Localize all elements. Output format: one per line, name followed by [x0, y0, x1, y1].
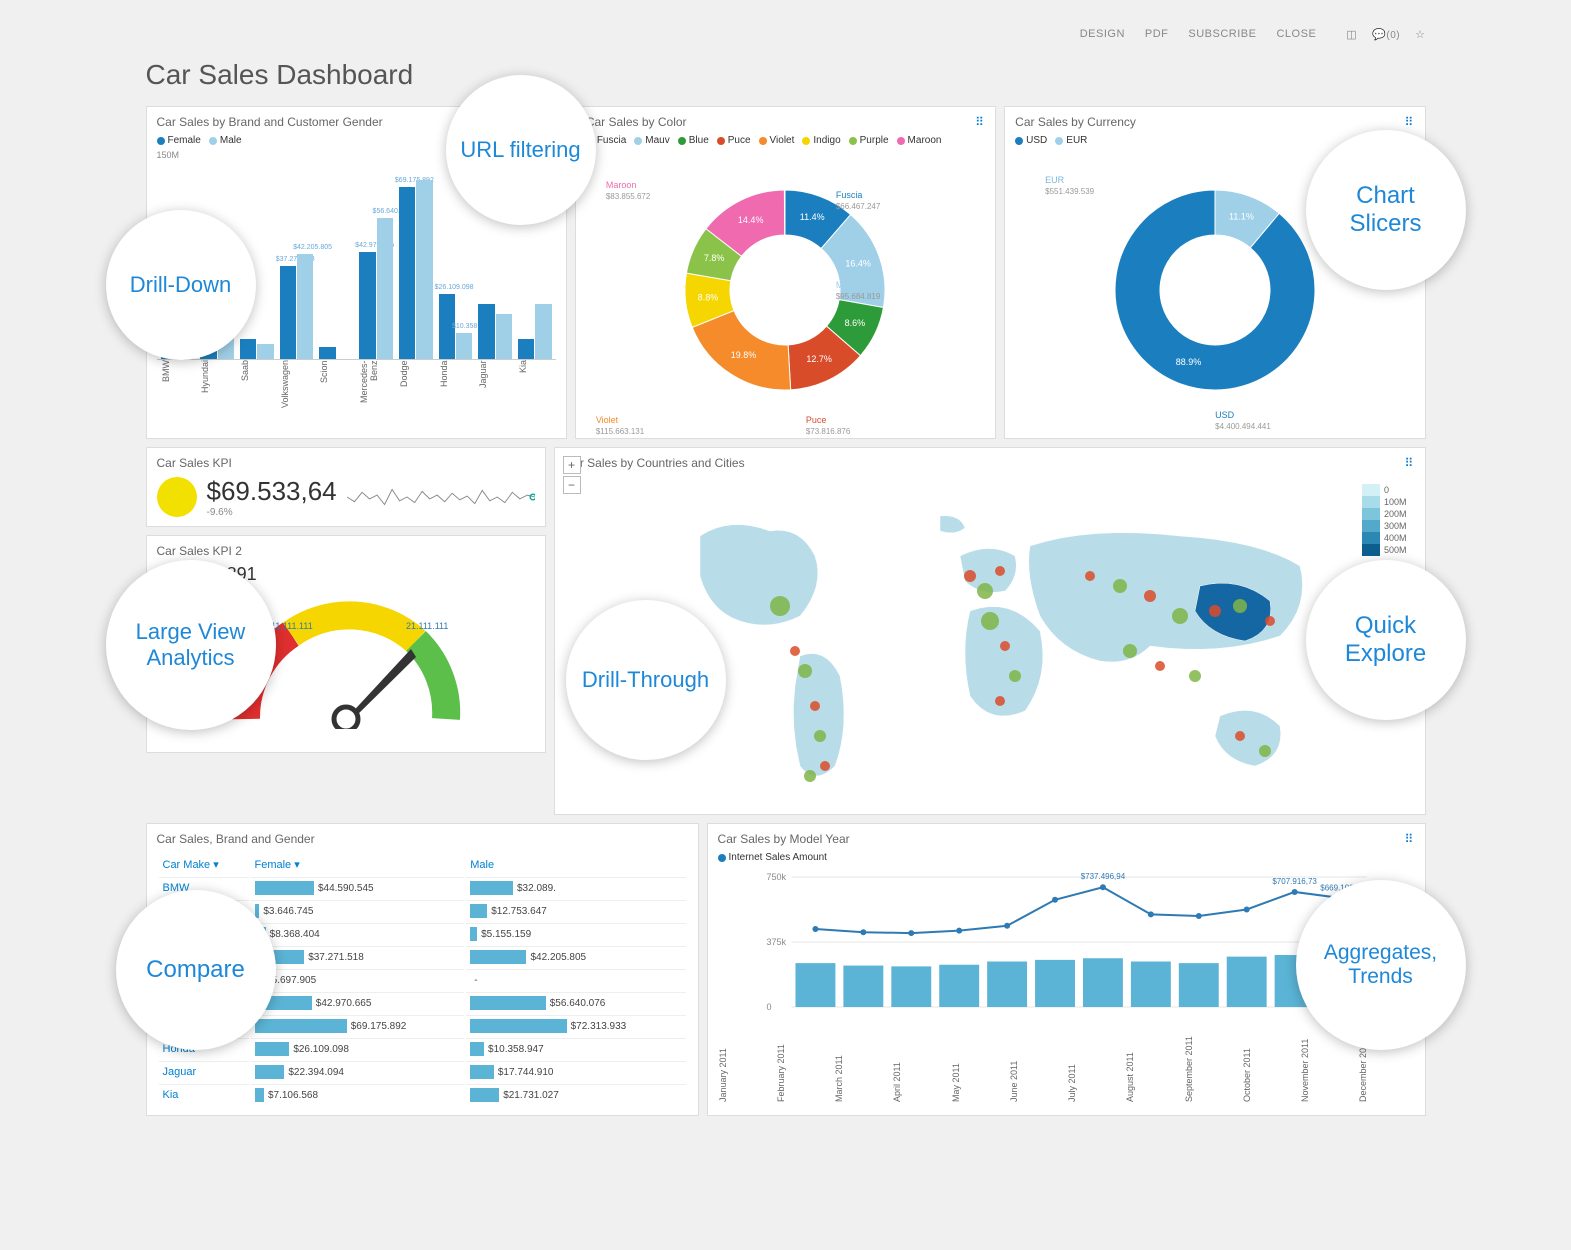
svg-text:$707.916,73: $707.916,73	[1272, 877, 1317, 886]
callout-drill-down: Drill-Down	[106, 210, 256, 360]
kpi1-delta: -9.6%	[207, 507, 337, 518]
design-link[interactable]: DESIGN	[1080, 28, 1125, 41]
zoom-out-button[interactable]: −	[563, 476, 581, 494]
donut-color-panel: Car Sales by Color FusciaMauvBluePuceVio…	[575, 106, 996, 439]
comment-icon[interactable]: 💬(0)	[1372, 28, 1400, 41]
star-icon[interactable]: ☆	[1415, 28, 1425, 41]
callout-url-filtering: URL filtering	[446, 75, 596, 225]
pdf-link[interactable]: PDF	[1145, 28, 1169, 41]
callout-drill-through: Drill-Through	[566, 600, 726, 760]
page-title: Car Sales Dashboard	[146, 59, 1426, 91]
table-col-male[interactable]: Male	[466, 854, 685, 875]
subscribe-link[interactable]: SUBSCRIBE	[1188, 28, 1256, 41]
svg-text:14.4%: 14.4%	[738, 215, 764, 225]
callout-aggregates: Aggregates, Trends	[1296, 880, 1466, 1050]
svg-text:11.1%: 11.1%	[1229, 212, 1254, 222]
close-link[interactable]: CLOSE	[1276, 28, 1316, 41]
callout-chart-slicers: Chart Slicers	[1306, 130, 1466, 290]
callout-large-view: Large View Analytics	[106, 560, 276, 730]
zoom-in-button[interactable]: +	[563, 456, 581, 474]
table-col-make[interactable]: Car Make ▾	[159, 854, 249, 875]
kpi1-sparkline	[347, 477, 535, 517]
callout-quick-explore: Quick Explore	[1306, 560, 1466, 720]
callout-compare: Compare	[116, 890, 276, 1050]
table-row[interactable]: Kia $7.106.568 $21.731.027	[159, 1084, 686, 1105]
svg-text:7.8%: 7.8%	[704, 253, 725, 263]
kpi1-indicator	[157, 477, 197, 517]
donut-currency-title: Car Sales by Currency	[1015, 115, 1414, 129]
svg-text:8.6%: 8.6%	[845, 318, 866, 328]
kpi1-title: Car Sales KPI	[157, 456, 535, 470]
panel-menu-icon[interactable]	[975, 113, 987, 125]
table-title: Car Sales, Brand and Gender	[157, 832, 688, 846]
layers-icon[interactable]: ◫	[1346, 28, 1357, 41]
toolbar: DESIGN PDF SUBSCRIBE CLOSE ◫ 💬(0) ☆	[146, 20, 1426, 49]
svg-text:750k: 750k	[766, 872, 786, 882]
donut-color-title: Car Sales by Color	[586, 115, 985, 129]
kpi1-value: $69.533,64	[207, 476, 337, 507]
panel-menu-icon[interactable]	[1405, 113, 1417, 125]
panel-menu-icon[interactable]	[1405, 454, 1417, 466]
svg-text:12.7%: 12.7%	[807, 354, 833, 364]
line-chart-title: Car Sales by Model Year	[718, 832, 1415, 846]
kpi1-panel: Car Sales KPI $69.533,64 -9.6%	[146, 447, 546, 527]
svg-text:$737.496,94: $737.496,94	[1080, 872, 1125, 881]
table-row[interactable]: BMW $44.590.545 $32.089.	[159, 877, 686, 898]
svg-text:16.4%: 16.4%	[846, 259, 872, 269]
svg-text:375k: 375k	[766, 937, 786, 947]
svg-text:8.8%: 8.8%	[698, 293, 719, 303]
svg-text:21.111.111: 21.111.111	[406, 621, 448, 631]
svg-text:0: 0	[766, 1002, 771, 1012]
donut-color-chart[interactable]: 11.4%16.4%8.6%12.7%19.8%8.8%7.8%14.4% Fu…	[586, 150, 985, 430]
kpi2-title: Car Sales KPI 2	[157, 544, 535, 558]
line-legend-label: Internet Sales Amount	[729, 852, 827, 863]
table-col-female[interactable]: Female ▾	[251, 854, 465, 875]
panel-menu-icon[interactable]	[1405, 830, 1417, 842]
map-title: Car Sales by Countries and Cities	[565, 456, 1415, 470]
svg-text:19.8%: 19.8%	[731, 350, 757, 360]
svg-text:11.111.111: 11.111.111	[271, 621, 313, 631]
table-row[interactable]: Jaguar $22.394.094 $17.744.910	[159, 1061, 686, 1082]
svg-text:88.9%: 88.9%	[1176, 357, 1202, 367]
svg-text:11.4%: 11.4%	[800, 212, 825, 222]
table-row[interactable]: Honda $26.109.098 $10.358.947	[159, 1038, 686, 1059]
